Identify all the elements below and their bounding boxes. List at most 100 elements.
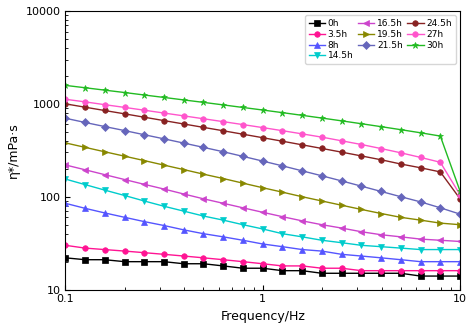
8h [240,238,246,242]
30h [438,134,443,138]
24.5h [122,112,128,116]
16.5h [280,215,285,219]
16.5h [122,178,128,182]
16.5h [181,192,187,196]
21.5h [181,141,187,145]
27h [201,117,206,121]
3.5h [260,262,265,266]
27h [358,143,364,147]
21.5h [240,154,246,158]
Line: 30h: 30h [62,82,464,195]
14.5h [181,209,187,213]
0h [339,271,345,275]
14.5h [418,248,423,251]
14.5h [457,248,463,251]
24.5h [457,197,463,201]
30h [300,114,305,117]
16.5h [319,223,325,227]
8h [398,258,404,262]
0h [102,258,108,262]
30h [141,93,147,97]
8h [418,260,423,264]
0h [63,256,68,260]
3.5h [457,269,463,273]
16.5h [339,226,345,230]
19.5h [457,223,463,227]
3.5h [63,243,68,247]
30h [260,108,265,112]
3.5h [82,246,88,250]
8h [339,252,345,256]
14.5h [260,227,265,231]
30h [280,111,285,115]
16.5h [102,173,108,177]
0h [378,271,384,275]
14.5h [122,194,128,198]
19.5h [418,218,423,222]
27h [82,100,88,104]
3.5h [141,251,147,255]
27h [122,106,128,110]
19.5h [161,163,167,167]
Line: 21.5h: 21.5h [63,115,463,217]
0h [418,274,423,278]
16.5h [418,237,423,241]
21.5h [358,184,364,188]
19.5h [339,203,345,207]
24.5h [378,158,384,162]
0h [319,271,325,275]
24.5h [358,154,364,158]
Line: 16.5h: 16.5h [63,162,463,244]
24.5h [141,115,147,119]
27h [260,126,265,130]
8h [300,248,305,251]
0h [260,266,265,270]
Legend: 0h, 3.5h, 8h, 14.5h, 16.5h, 19.5h, 21.5h, 24.5h, 27h, 30h: 0h, 3.5h, 8h, 14.5h, 16.5h, 19.5h, 21.5h… [305,16,456,64]
21.5h [438,206,443,210]
19.5h [201,172,206,176]
19.5h [280,190,285,194]
16.5h [201,197,206,201]
14.5h [161,204,167,208]
Line: 8h: 8h [63,201,463,264]
14.5h [398,246,404,250]
27h [457,193,463,197]
8h [201,232,206,236]
14.5h [358,243,364,247]
Line: 19.5h: 19.5h [63,140,463,227]
30h [457,189,463,193]
19.5h [220,177,226,181]
14.5h [220,218,226,222]
8h [457,260,463,264]
Line: 27h: 27h [63,96,463,198]
19.5h [63,141,68,145]
16.5h [63,163,68,167]
24.5h [63,102,68,106]
16.5h [260,210,265,214]
16.5h [398,235,404,239]
30h [220,103,226,107]
8h [358,254,364,258]
30h [201,100,206,104]
24.5h [161,118,167,122]
30h [378,125,384,129]
8h [181,228,187,232]
24.5h [339,150,345,154]
3.5h [339,266,345,270]
16.5h [161,187,167,191]
30h [82,86,88,90]
27h [378,147,384,150]
0h [201,262,206,266]
21.5h [220,150,226,154]
0h [220,264,226,268]
14.5h [63,177,68,181]
3.5h [319,266,325,270]
24.5h [418,166,423,170]
3.5h [378,269,384,273]
24.5h [398,162,404,166]
21.5h [82,120,88,124]
8h [161,223,167,227]
3.5h [240,260,246,264]
21.5h [280,164,285,168]
14.5h [339,241,345,245]
